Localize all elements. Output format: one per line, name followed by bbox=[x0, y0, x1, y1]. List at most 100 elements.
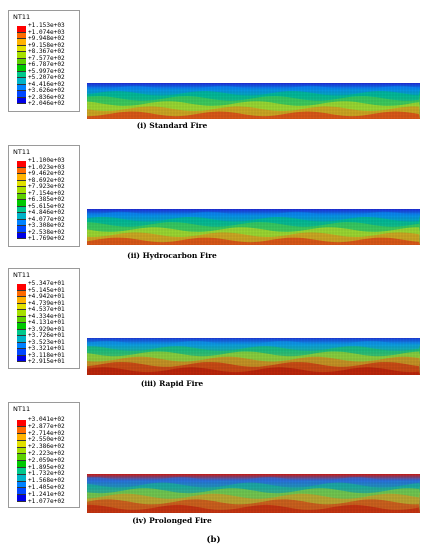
legend-value: +2.059e+02 bbox=[28, 456, 65, 464]
legend-value: +3.118e+01 bbox=[28, 351, 65, 359]
legend-swatch bbox=[17, 316, 26, 324]
caption-hydrocarbon-fire: (ii) Hydrocarbon Fire bbox=[127, 251, 217, 260]
legend-standard: NT11 +1.153e+03 +1.074e+03 +9.948e+02 +9.15… bbox=[8, 10, 80, 112]
legend-title: NT11 bbox=[13, 148, 31, 156]
panel-prolonged-fire: NT11 +3.041e+02 +2.877e+02 +2.714e+02 +2.55… bbox=[0, 402, 427, 530]
legend-swatch bbox=[17, 187, 26, 194]
legend-swatch bbox=[17, 180, 26, 188]
legend-swatch bbox=[17, 97, 26, 105]
caption-standard-fire: (i) Standard Fire bbox=[136, 121, 208, 130]
legend-swatch bbox=[17, 427, 26, 434]
legend-colorbar bbox=[17, 23, 26, 105]
legend-value: +1.153e+03 bbox=[28, 22, 65, 29]
legend-swatch bbox=[17, 65, 26, 72]
legend-swatch bbox=[17, 349, 26, 356]
legend-value: +7.923e+02 bbox=[28, 183, 65, 190]
legend-swatch bbox=[17, 284, 26, 291]
legend-value: +2.223e+02 bbox=[28, 449, 65, 457]
legend-swatch bbox=[17, 454, 26, 462]
legend-value: +4.846e+02 bbox=[28, 209, 65, 216]
legend-swatch bbox=[17, 213, 26, 220]
legend-swatch bbox=[17, 32, 26, 40]
beam-contour-hydrocarbon bbox=[87, 209, 420, 245]
legend-swatch bbox=[17, 39, 26, 46]
legend-value: +4.537e+01 bbox=[28, 306, 65, 313]
legend-value: +5.997e+02 bbox=[28, 67, 65, 75]
legend-title: NT11 bbox=[13, 405, 31, 413]
legend-title: NT11 bbox=[13, 13, 31, 21]
contour-band bbox=[87, 504, 420, 513]
figure-label: (b) bbox=[206, 535, 221, 545]
legend-value: +4.077e+02 bbox=[28, 215, 65, 223]
beam-contour-standard bbox=[87, 83, 420, 119]
legend-value: +1.568e+02 bbox=[28, 477, 65, 485]
legend-swatch bbox=[17, 91, 26, 98]
contour-band bbox=[87, 111, 420, 119]
beam-contour-rapid bbox=[87, 338, 420, 375]
legend-value: +2.386e+02 bbox=[28, 443, 65, 451]
legend-value: +6.385e+02 bbox=[28, 196, 65, 203]
legend-swatch bbox=[17, 474, 26, 482]
legend-swatch bbox=[17, 420, 26, 428]
legend-prolonged: NT11 +3.041e+02 +2.877e+02 +2.714e+02 +2.55… bbox=[8, 402, 80, 508]
legend-swatch bbox=[17, 310, 26, 317]
legend-colorbar bbox=[17, 281, 26, 363]
caption-prolonged-fire: (iv) Prolonged Fire bbox=[132, 516, 212, 525]
legend-swatch bbox=[17, 467, 26, 475]
legend-swatch bbox=[17, 52, 26, 59]
legend-value: +2.714e+02 bbox=[28, 429, 65, 437]
legend-swatch bbox=[17, 232, 26, 240]
legend-swatch bbox=[17, 323, 26, 330]
legend-value: +3.929e+01 bbox=[28, 325, 65, 333]
legend-swatch bbox=[17, 440, 26, 448]
legend-rapid: NT11 +5.347e+01 +5.145e+01 +4.942e+01 +4.73… bbox=[8, 268, 80, 369]
beam-contour-prolonged bbox=[87, 474, 420, 513]
legend-title: NT11 bbox=[13, 271, 31, 279]
legend-value: +3.321e+01 bbox=[28, 345, 65, 352]
legend-swatch bbox=[17, 433, 26, 441]
legend-value: +1.074e+03 bbox=[28, 28, 65, 36]
legend-value: +5.347e+01 bbox=[28, 280, 65, 287]
legend-value: +6.787e+02 bbox=[28, 61, 65, 68]
legend-value: +1.241e+02 bbox=[28, 490, 65, 498]
legend-value: +4.131e+01 bbox=[28, 319, 65, 326]
legend-colorbar bbox=[17, 158, 26, 240]
legend-value: +4.416e+02 bbox=[28, 80, 65, 88]
legend-value: +7.577e+02 bbox=[28, 54, 65, 62]
legend-value: +1.405e+02 bbox=[28, 483, 65, 491]
legend-swatch bbox=[17, 84, 26, 92]
legend-swatch bbox=[17, 78, 26, 85]
legend-swatch bbox=[17, 290, 26, 298]
legend-value: +2.538e+02 bbox=[28, 228, 65, 236]
legend-swatch bbox=[17, 58, 26, 66]
legend-swatch bbox=[17, 297, 26, 304]
legend-swatch bbox=[17, 26, 26, 33]
legend-value: +1.023e+03 bbox=[28, 163, 65, 171]
legend-swatch bbox=[17, 161, 26, 168]
legend-colorbar bbox=[17, 417, 26, 502]
legend-swatch bbox=[17, 200, 26, 207]
legend-value: +3.626e+02 bbox=[28, 87, 65, 94]
legend-value: +2.877e+02 bbox=[28, 422, 65, 430]
legend-value: +8.367e+02 bbox=[28, 48, 65, 55]
legend-value: +5.615e+02 bbox=[28, 202, 65, 210]
legend-value: +3.726e+01 bbox=[28, 332, 65, 339]
caption-rapid-fire: (iii) Rapid Fire bbox=[140, 379, 204, 388]
legend-swatch bbox=[17, 226, 26, 233]
legend-value: +9.158e+02 bbox=[28, 41, 65, 49]
legend-swatch bbox=[17, 336, 26, 343]
legend-swatch bbox=[17, 45, 26, 53]
legend-swatch bbox=[17, 219, 26, 227]
legend-values: +1.153e+03 +1.074e+03 +9.948e+02 +9.158e+02… bbox=[28, 22, 65, 108]
legend-value: +2.836e+02 bbox=[28, 93, 65, 101]
legend-swatch bbox=[17, 71, 26, 79]
legend-swatch bbox=[17, 303, 26, 311]
legend-value: +1.077e+02 bbox=[28, 497, 65, 505]
contour-band bbox=[87, 237, 420, 245]
legend-values: +5.347e+01 +5.145e+01 +4.942e+01 +4.739e+01… bbox=[28, 280, 65, 366]
legend-value: +1.100e+03 bbox=[28, 157, 65, 164]
legend-value: +2.046e+02 bbox=[28, 100, 65, 107]
legend-value: +4.334e+01 bbox=[28, 312, 65, 320]
legend-swatch bbox=[17, 461, 26, 468]
legend-value: +4.942e+01 bbox=[28, 293, 65, 300]
